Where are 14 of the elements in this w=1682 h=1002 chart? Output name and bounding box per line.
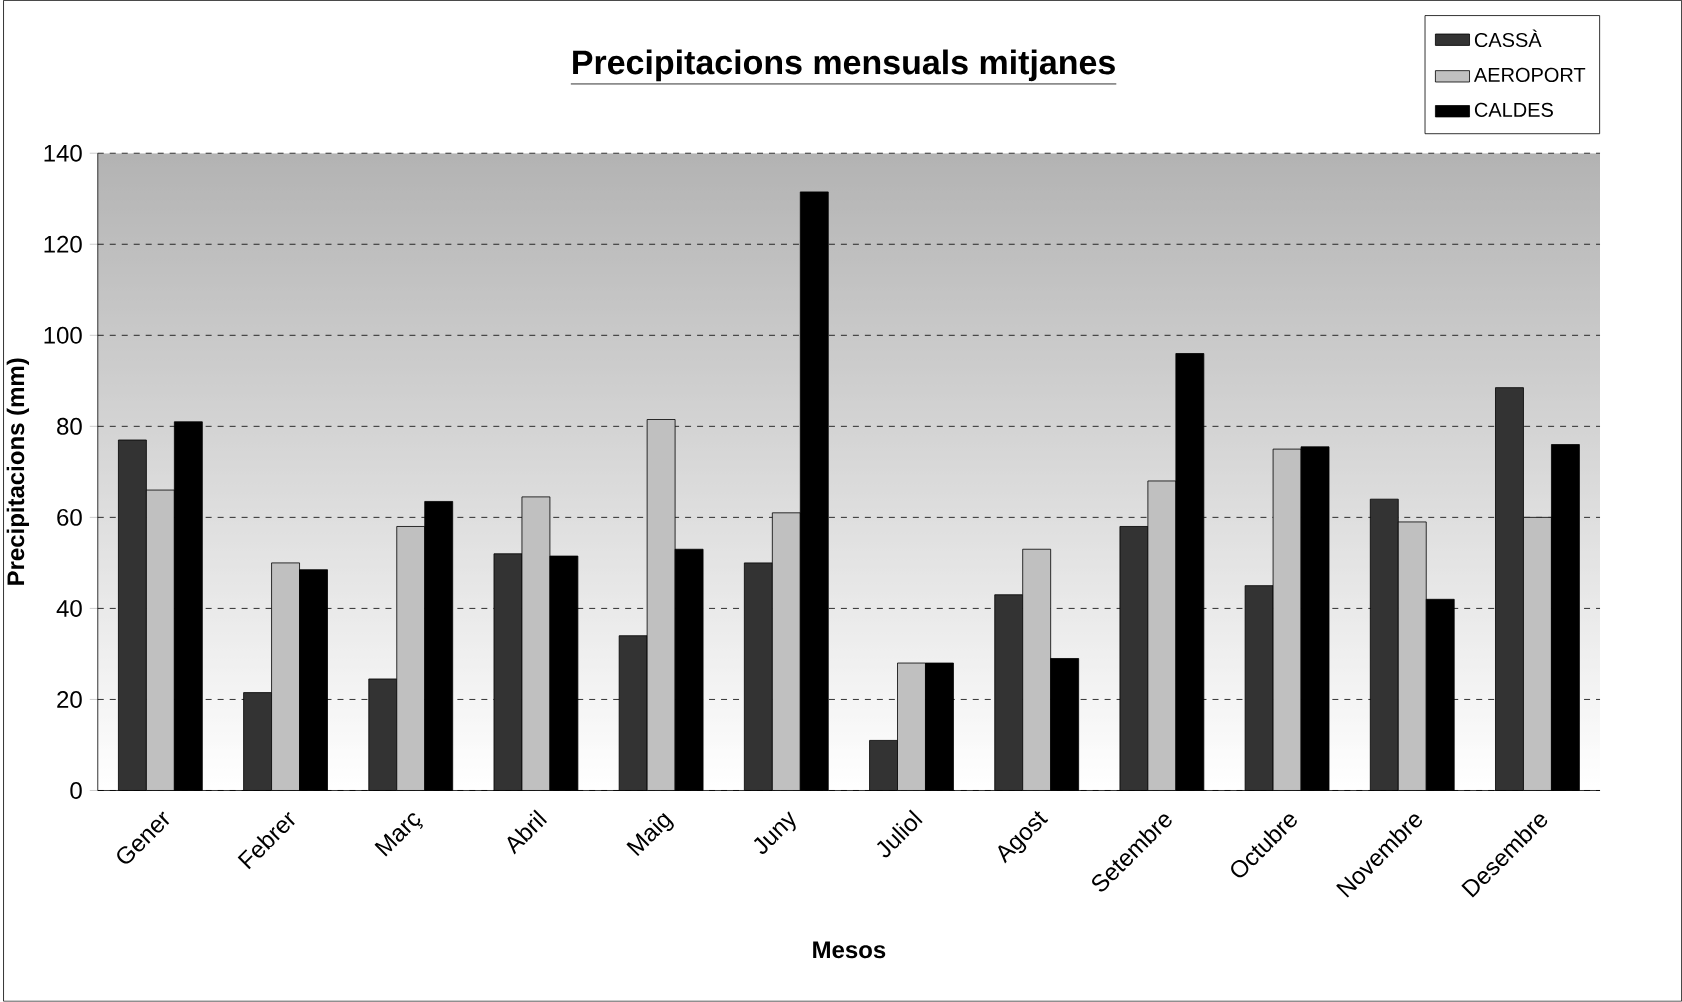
y-tick-label: 80 [57, 418, 82, 435]
y-tick-label: 120 [44, 235, 82, 253]
y-tick-label: 0 [70, 782, 82, 800]
y-tick-label: 140 [44, 144, 82, 162]
x-axis-title: Mesos [813, 941, 886, 959]
legend-label: AEROPORT [1473, 68, 1586, 83]
y-tick-label: 100 [44, 326, 82, 344]
y-tick-label: 20 [57, 691, 82, 709]
y-tick-label: 60 [57, 509, 82, 527]
legend-label: CALDES [1474, 102, 1553, 118]
y-axis-title: Precipitacions (mm) [6, 358, 30, 585]
chart-title: Precipitacions mensuals mitjanes [573, 49, 1115, 82]
legend-label: CASSÀ [1474, 29, 1542, 48]
y-tick-label: 40 [56, 600, 82, 618]
